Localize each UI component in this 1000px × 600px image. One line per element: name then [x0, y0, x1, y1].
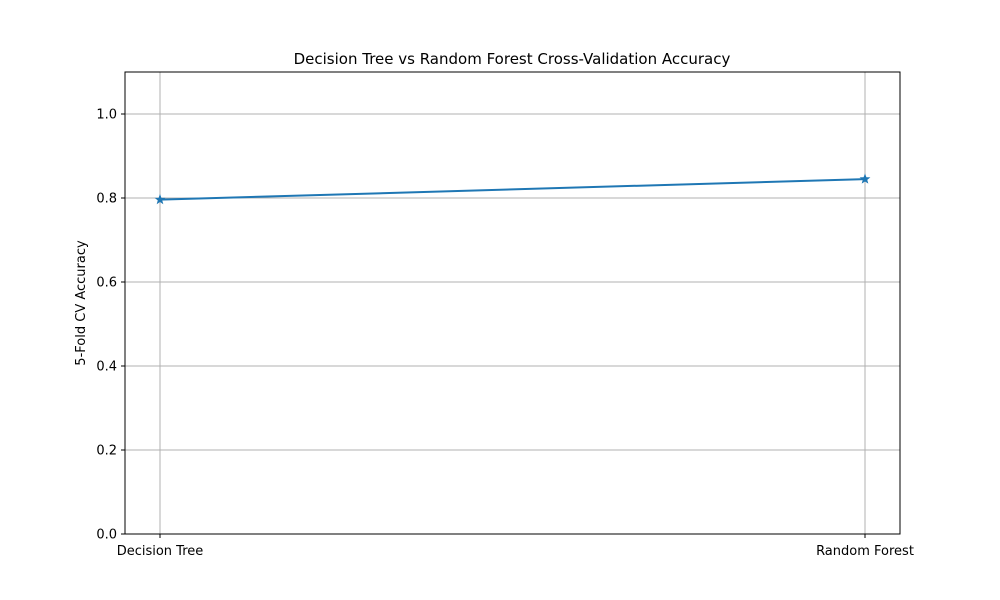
x-tick-label: Random Forest [816, 544, 914, 559]
y-tick-label: 0.0 [96, 528, 117, 543]
y-tick-label: 0.4 [96, 360, 117, 375]
tick-labels: 0.0 0.2 0.4 0.6 0.8 1.0 Decision Tree Random Fo… [96, 108, 914, 560]
plot-frame [124, 71, 901, 535]
data-point [859, 173, 871, 184]
series-layer [154, 173, 871, 205]
data-point [154, 194, 166, 205]
y-axis-label: 5-Fold CV Accuracy [74, 240, 89, 366]
chart-title: Decision Tree vs Random Forest Cross-Val… [294, 50, 731, 68]
y-tick-label: 0.2 [96, 444, 117, 459]
grid [125, 72, 900, 535]
y-tick-label: 1.0 [96, 108, 117, 123]
y-tick-label: 0.8 [96, 192, 117, 207]
series-line [159, 178, 866, 201]
axes [121, 71, 901, 538]
x-tick-label: Decision Tree [117, 544, 204, 559]
y-tick-label: 0.6 [96, 276, 117, 291]
